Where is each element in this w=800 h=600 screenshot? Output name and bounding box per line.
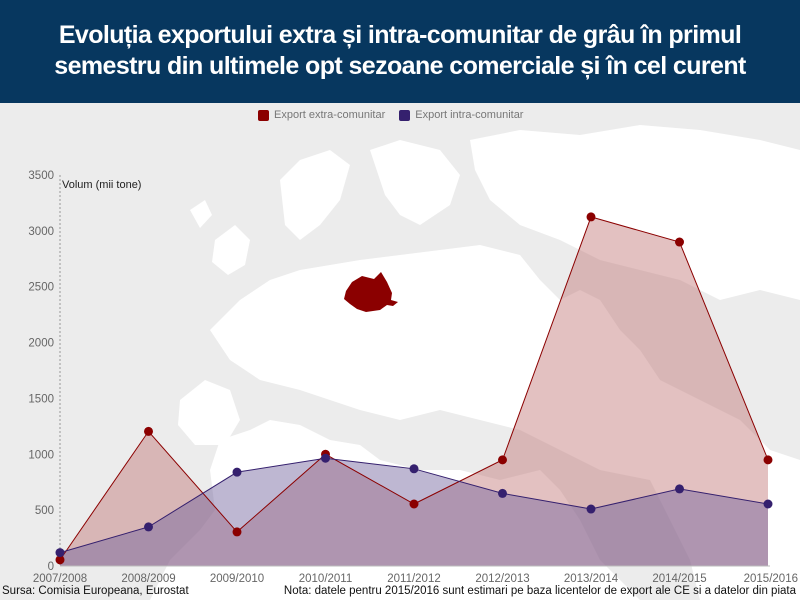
x-tick-label: 2008/2009 <box>121 573 175 585</box>
romania-shape <box>344 272 398 312</box>
chart-plot: 0 500 1000 1500 2000 2500 3000 3500 2007/2008 200… <box>28 170 798 585</box>
header-banner: Evoluția exportului extra și intra-comun… <box>0 0 800 103</box>
background-map <box>150 125 800 600</box>
legend-item-intra[interactable]: Export intra-comunitar <box>399 109 523 121</box>
point-series-1-8 <box>763 499 773 509</box>
y-tick-label: 2500 <box>28 282 54 294</box>
point-series-1-4 <box>409 464 419 474</box>
point-series-0-8 <box>763 455 773 465</box>
y-tick-label: 0 <box>48 561 54 573</box>
note-text: Nota: datele pentru 2015/2016 sunt estim… <box>283 585 796 597</box>
y-tick-label: 3500 <box>28 170 54 182</box>
y-tick-label: 500 <box>35 505 54 517</box>
y-axis-label: Volum (mii tone) <box>62 179 142 191</box>
point-series-0-6 <box>586 212 596 222</box>
source-text: Sursa: Comisia Europeana, Eurostat <box>2 585 189 597</box>
x-tick-label: 2014/2015 <box>652 573 706 585</box>
x-tick-label: 2010/2011 <box>299 573 353 585</box>
chart-title: Evoluția exportului extra și intra-comun… <box>0 0 800 82</box>
point-series-1-1 <box>144 522 153 532</box>
x-tick-label: 2009/2010 <box>210 573 264 585</box>
area-series-1 <box>60 458 768 566</box>
point-series-1-7 <box>675 484 684 494</box>
point-series-1-6 <box>586 504 596 514</box>
x-tick-label: 2013/2014 <box>564 573 619 585</box>
title-line-1: Evoluția exportului extra și intra-comun… <box>58 21 742 49</box>
point-series-1-5 <box>498 488 507 498</box>
point-series-0-2 <box>232 527 242 537</box>
x-tick-label: 2011/2012 <box>387 573 441 585</box>
legend-swatch-intra <box>399 109 411 121</box>
legend-item-extra[interactable]: Export extra-comunitar <box>258 109 385 121</box>
point-series-0-4 <box>409 499 419 509</box>
point-series-1-0 <box>55 548 65 558</box>
legend: Export extra-comunitar Export intra-comu… <box>258 109 523 121</box>
y-tick-label: 2000 <box>28 338 54 350</box>
y-tick-label: 3000 <box>28 226 54 238</box>
y-tick-label: 1500 <box>28 393 54 405</box>
area-series-0 <box>60 216 768 566</box>
footer: Sursa: Comisia Europeana, Eurostat Nota:… <box>0 585 800 600</box>
x-tick-label: 2015/2016 <box>744 573 798 585</box>
point-series-0-1 <box>144 426 153 436</box>
point-series-0-0 <box>55 555 65 565</box>
y-tick-label: 1000 <box>28 449 54 461</box>
x-tick-label: 2012/2013 <box>475 573 529 585</box>
point-series-0-7 <box>675 237 684 247</box>
x-tick-label: 2007/2008 <box>33 573 87 585</box>
legend-label-extra: Export extra-comunitar <box>274 109 386 121</box>
point-series-1-3 <box>321 453 330 463</box>
title-line-2: semestru din ultimele opt sezoane comerc… <box>54 52 746 80</box>
legend-swatch-extra <box>258 109 269 121</box>
legend-label-intra: Export intra-comunitar <box>415 109 524 121</box>
point-series-0-5 <box>498 455 507 465</box>
point-series-1-2 <box>232 467 242 477</box>
